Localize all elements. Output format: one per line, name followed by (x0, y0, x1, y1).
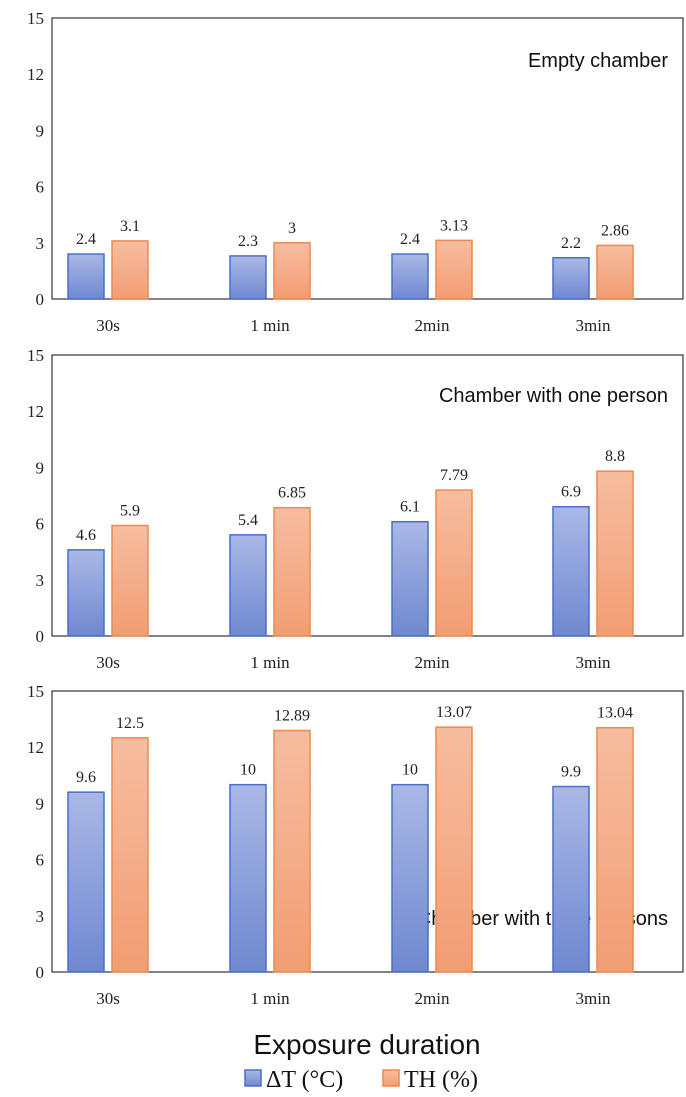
y-tick-label: 12 (27, 738, 44, 757)
y-tick-label: 0 (36, 963, 45, 982)
data-label: 13.04 (597, 705, 633, 722)
legend-swatch-th (382, 1069, 400, 1087)
category-label: 2min (415, 316, 450, 335)
y-tick-label: 3 (36, 234, 45, 253)
y-tick-label: 9 (36, 121, 45, 140)
category-label: 1 min (250, 316, 290, 335)
y-tick-label: 12 (27, 65, 44, 84)
category-label: 1 min (250, 989, 290, 1008)
bar-th (273, 242, 311, 300)
y-tick-label: 9 (36, 794, 45, 813)
y-tick-label: 12 (27, 402, 44, 421)
y-tick-label: 15 (27, 9, 44, 28)
bar-dt (552, 785, 590, 973)
bar-dt (391, 783, 429, 973)
panel-title: Empty chamber (528, 50, 668, 72)
legend: ΔT (°C) TH (%) (244, 1067, 478, 1093)
y-tick-label: 0 (36, 627, 45, 646)
data-label: 9.6 (76, 769, 96, 786)
bar-dt (67, 791, 105, 973)
data-label: 8.8 (605, 448, 625, 465)
bar-th (273, 729, 311, 973)
data-label: 2.3 (238, 233, 258, 250)
data-label: 10 (240, 762, 256, 779)
plot-frame (51, 17, 684, 300)
bar-th (596, 726, 634, 973)
category-label: 30s (96, 316, 120, 335)
data-label: 2.2 (561, 235, 581, 252)
y-tick-label: 3 (36, 571, 45, 590)
y-tick-label: 6 (36, 178, 45, 197)
bar-dt (552, 257, 590, 300)
legend-label-dt: ΔT (°C) (266, 1067, 343, 1093)
data-label: 9.9 (561, 764, 581, 781)
bar-th (435, 239, 473, 300)
data-label: 5.4 (238, 512, 258, 529)
category-label: 3min (576, 316, 611, 335)
data-label: 13.07 (436, 704, 472, 721)
category-label: 2min (415, 989, 450, 1008)
bar-th (111, 240, 149, 300)
x-axis-title: Exposure duration (253, 1029, 480, 1060)
bar-th (111, 737, 149, 973)
bar-th (111, 524, 149, 637)
data-label: 12.89 (274, 708, 310, 725)
bar-dt (229, 534, 267, 637)
data-label: 3.13 (440, 217, 468, 234)
plot-frame (51, 354, 684, 637)
bar-th (435, 489, 473, 637)
data-label: 2.4 (400, 231, 420, 248)
bar-dt (391, 520, 429, 637)
plot-frame (51, 690, 684, 973)
bar-th (273, 506, 311, 637)
data-label: 6.9 (561, 484, 581, 501)
data-label: 3 (288, 220, 296, 237)
bar-th (596, 244, 634, 300)
bar-dt (229, 783, 267, 973)
panel-title: Chamber with one person (439, 385, 668, 407)
category-label: 3min (576, 989, 611, 1008)
data-label: 10 (402, 762, 418, 779)
y-tick-label: 9 (36, 458, 45, 477)
data-label: 4.6 (76, 527, 96, 544)
data-label: 5.9 (120, 502, 140, 519)
data-label: 2.86 (601, 222, 629, 239)
bar-th (435, 726, 473, 973)
data-label: 3.1 (120, 218, 140, 235)
category-label: 30s (96, 653, 120, 672)
y-tick-label: 15 (27, 346, 44, 365)
y-tick-label: 6 (36, 851, 45, 870)
data-label: 6.1 (400, 499, 420, 516)
bar-dt (67, 549, 105, 637)
data-label: 7.79 (440, 467, 468, 484)
legend-swatch-dt (244, 1069, 262, 1087)
y-tick-label: 0 (36, 290, 45, 309)
data-label: 12.5 (116, 715, 144, 732)
category-label: 3min (576, 653, 611, 672)
bar-dt (552, 505, 590, 637)
bar-dt (391, 253, 429, 300)
y-tick-label: 3 (36, 907, 45, 926)
legend-label-th: TH (%) (404, 1067, 478, 1093)
panels-layer: 0 3 6 9 12 15 Empty chamber 2.4 3.1 30s 2.3 3 1 min 2… (27, 9, 684, 1008)
y-tick-label: 6 (36, 515, 45, 534)
data-label: 6.85 (278, 485, 306, 502)
bar-dt (229, 255, 267, 300)
category-label: 2min (415, 653, 450, 672)
bar-th (596, 470, 634, 637)
panel-2: 0 3 6 9 12 15 Chamber with one person 4.6 5.9 30s… (27, 346, 684, 672)
data-label: 2.4 (76, 231, 96, 248)
bar-dt (67, 253, 105, 300)
y-tick-label: 15 (27, 682, 44, 701)
category-label: 1 min (250, 653, 290, 672)
category-label: 30s (96, 989, 120, 1008)
panel-1: 0 3 6 9 12 15 Empty chamber 2.4 3.1 30s 2.3 3 1 min 2… (27, 9, 684, 335)
